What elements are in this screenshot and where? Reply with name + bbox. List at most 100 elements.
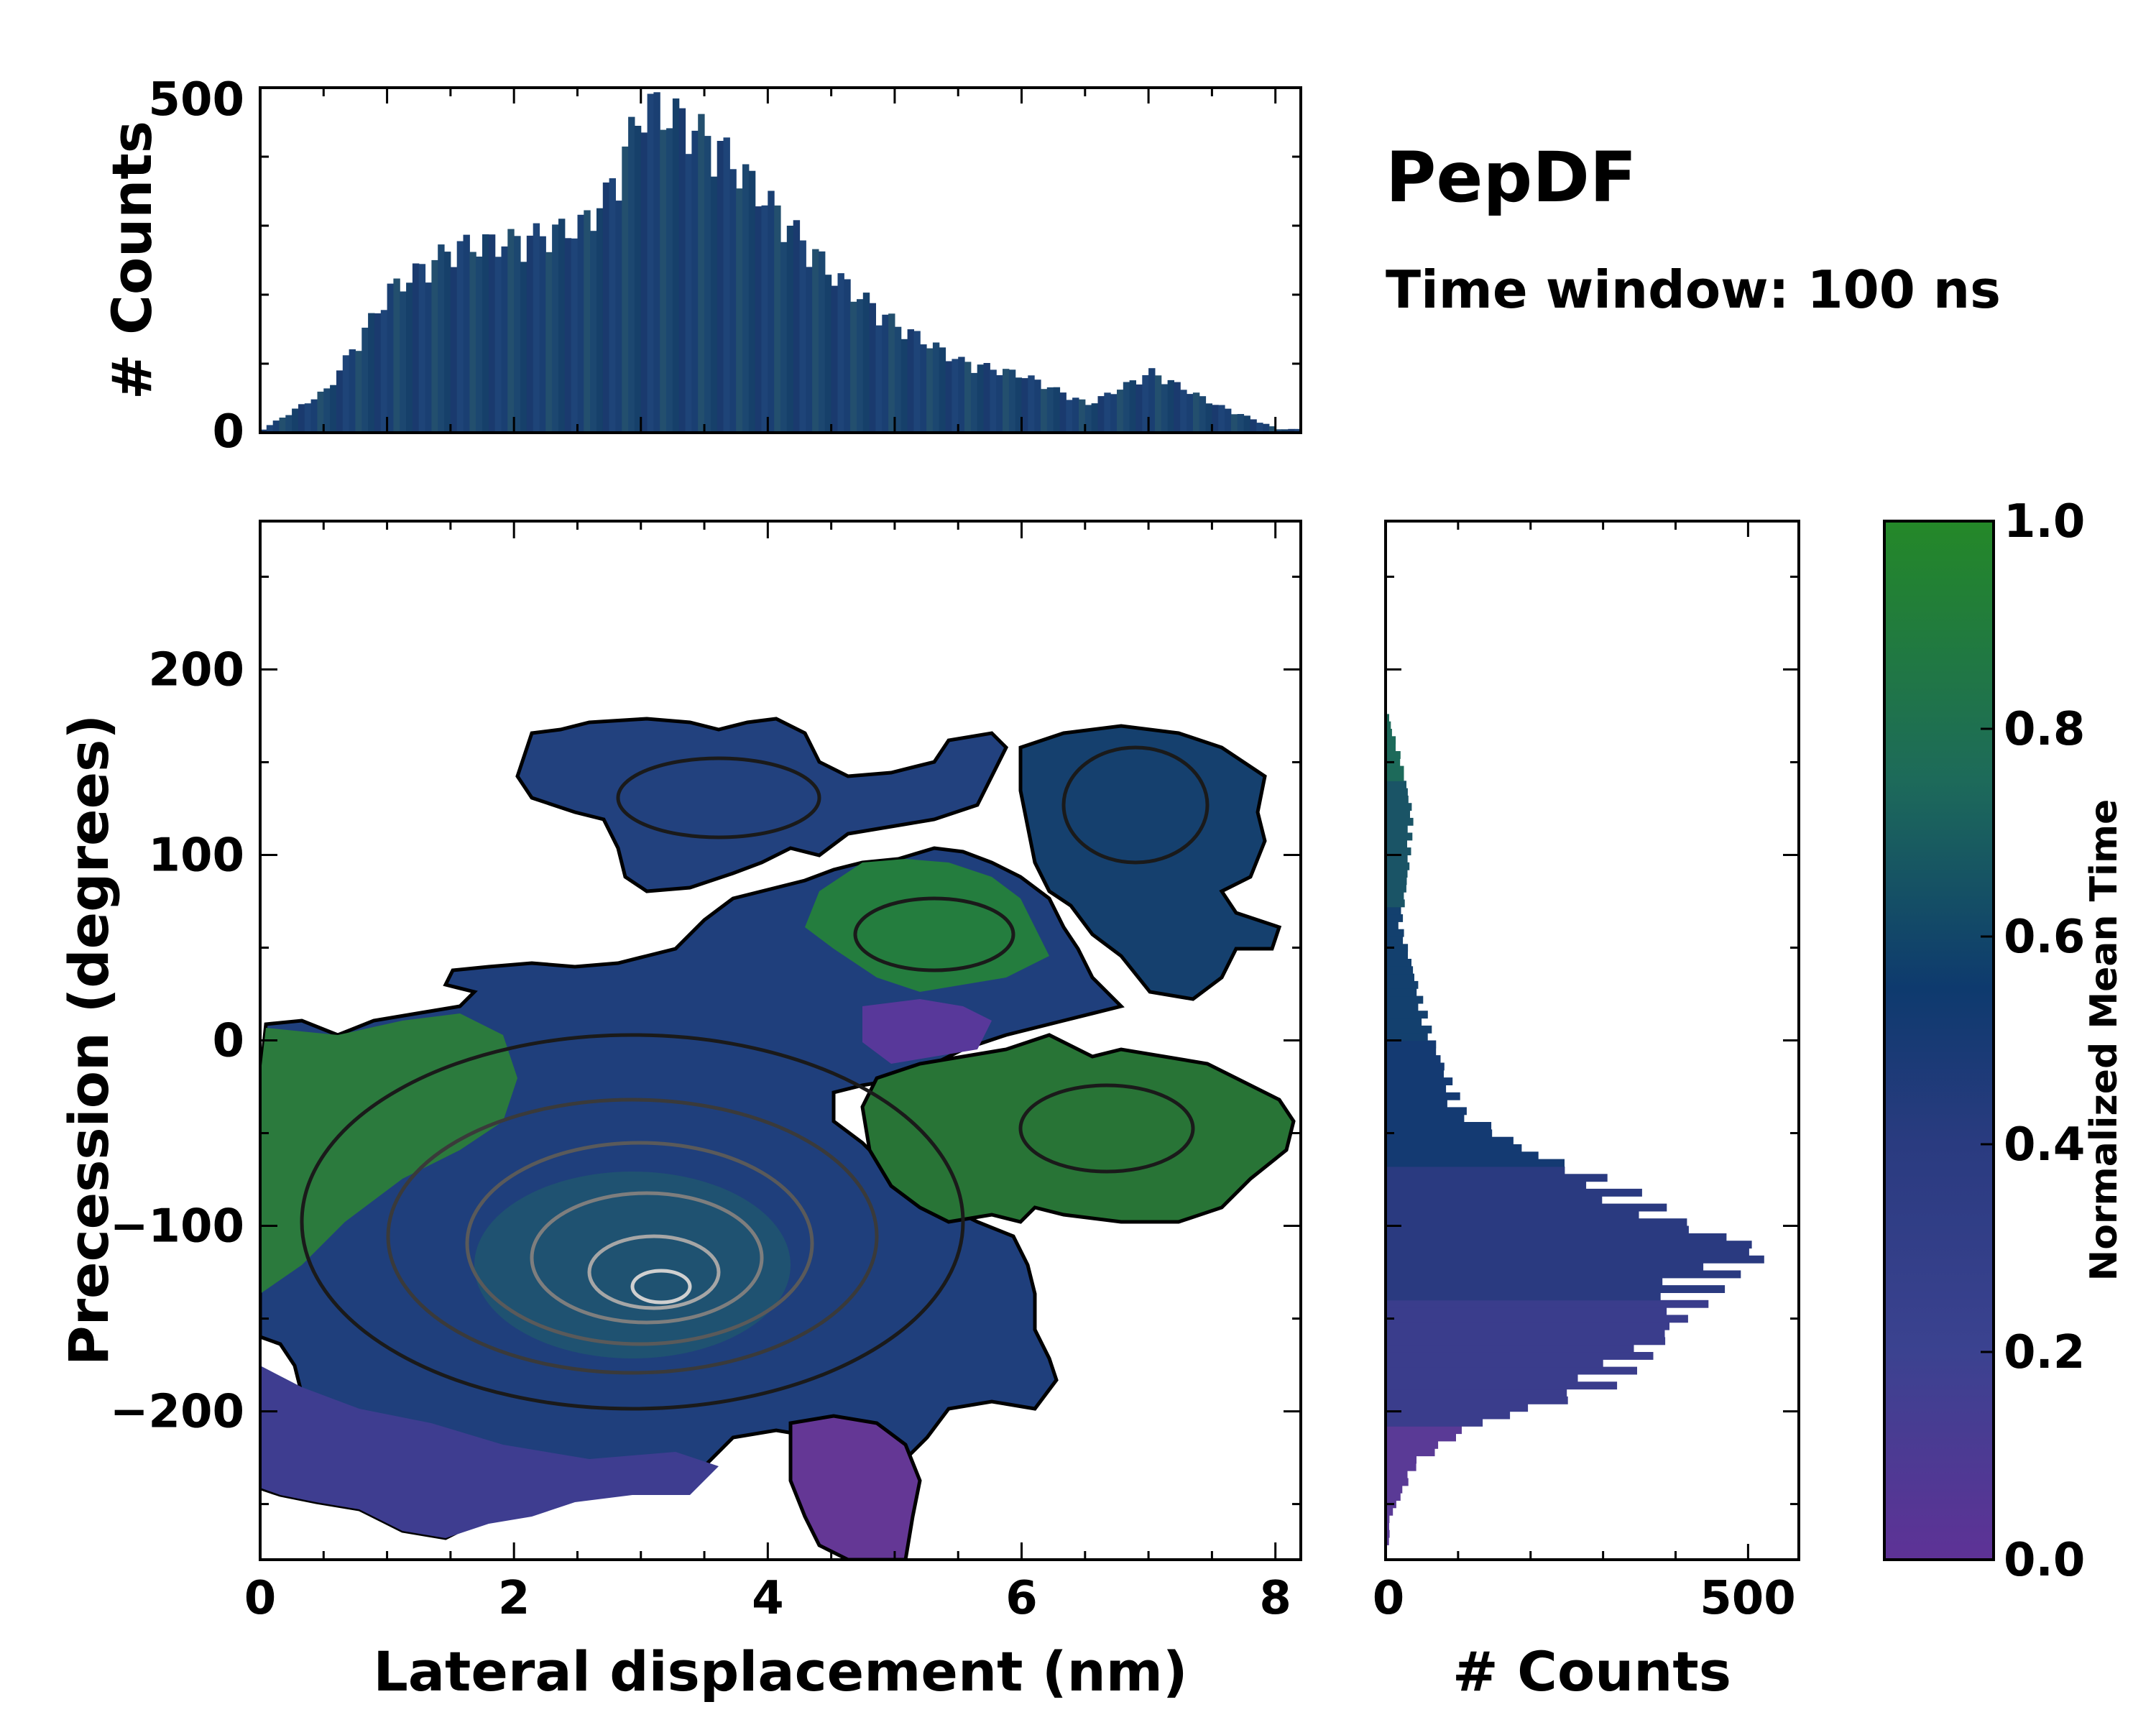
top-histogram-bar: [1129, 380, 1136, 433]
right-histogram-bar: [1386, 1047, 1437, 1056]
right-histogram-bar: [1386, 1255, 1764, 1264]
top-histogram-bar: [1066, 400, 1073, 433]
top-histogram-bar: [1041, 389, 1048, 433]
contour-level-2: [386, 1098, 879, 1375]
right-histogram-bar: [1386, 1085, 1447, 1093]
top-histogram-bar: [875, 325, 883, 433]
top-histogram-bar: [266, 425, 274, 433]
top-histogram-bar: [571, 238, 578, 433]
right-histogram-bar: [1386, 1396, 1568, 1404]
top-histogram-bar: [368, 313, 375, 433]
top-histogram-bar: [1161, 384, 1169, 433]
top-histogram-bar: [615, 201, 622, 433]
right-xtick-500: 500: [1700, 1572, 1796, 1625]
top-histogram-bar: [1294, 428, 1301, 433]
right-histogram-bar: [1386, 1167, 1565, 1174]
heatmap-ytick-label: 0: [212, 1015, 244, 1068]
right-histogram-bar: [1386, 1077, 1453, 1085]
top-histogram-bar: [857, 299, 864, 433]
colorbar: 0.0 0.2 0.4 0.6 0.8 1.0 Normalized Mean Time: [1883, 495, 2126, 1587]
top-histogram-bar: [1256, 423, 1263, 433]
right-histogram-bar: [1386, 743, 1396, 752]
top-histogram-bar: [355, 351, 362, 433]
right-histogram-bar: [1386, 1322, 1669, 1330]
top-histogram-bar: [425, 282, 432, 433]
right-histogram-bar: [1386, 870, 1408, 878]
top-histogram-bar: [1021, 378, 1028, 433]
heatmap-ytick-label: 100: [148, 829, 244, 882]
top-histogram-bar: [1059, 392, 1067, 433]
right-histogram-bar: [1386, 988, 1417, 997]
top-histogram-bar: [717, 141, 724, 433]
right-histogram-bar: [1386, 899, 1405, 908]
top-histogram-bar: [1199, 396, 1207, 433]
top-histogram-bar: [1053, 387, 1061, 433]
top-histogram-bar: [736, 188, 743, 433]
top-histogram-bar: [958, 356, 965, 433]
right-histogram-bar: [1386, 1433, 1456, 1442]
top-histogram-bar: [520, 262, 528, 433]
top-histogram-bar: [533, 223, 540, 433]
top-histogram-bar: [932, 342, 940, 433]
top-histogram-bar: [685, 154, 692, 433]
top-histogram-bar: [1218, 405, 1225, 433]
top-histogram-bar: [1003, 369, 1010, 433]
top-histogram-bar: [1288, 428, 1295, 433]
top-histogram-bar: [634, 126, 642, 433]
top-histogram-bar: [564, 238, 572, 433]
top-histogram-bar: [310, 399, 318, 433]
colorbar-tick-label: 0.0: [2004, 1534, 2085, 1587]
right-histogram-bar: [1386, 1330, 1665, 1338]
right-histogram-bar: [1386, 1241, 1752, 1249]
colorbar-tick-label: 0.2: [2004, 1326, 2085, 1379]
top-histogram-bar: [260, 429, 267, 433]
top-histogram-bar: [380, 310, 388, 433]
region-purple-patch: [862, 999, 992, 1064]
top-histogram-bar: [476, 257, 483, 433]
right-histogram-bar: [1386, 1440, 1439, 1449]
right-histogram-bar: [1386, 1018, 1422, 1026]
colorbar-ticks: 0.0 0.2 0.4 0.6 0.8 1.0: [1981, 495, 2085, 1587]
right-histogram-bar: [1386, 906, 1401, 915]
top-histogram-bar: [1148, 368, 1156, 433]
right-histogram-bar: [1386, 832, 1413, 841]
top-histogram-bar: [494, 257, 502, 433]
top-histogram-bar: [869, 303, 876, 433]
top-histogram-bar: [400, 291, 407, 433]
right-histogram-bar: [1386, 1277, 1663, 1286]
right-histogram-bar: [1386, 892, 1404, 900]
top-histogram-bar: [1084, 405, 1092, 433]
top-histogram-bar: [945, 361, 952, 433]
heatmap-xtick-label: 8: [1259, 1572, 1291, 1625]
heatmap-ytick-label: −200: [110, 1386, 244, 1439]
right-histogram-bar: [1386, 1507, 1393, 1516]
top-histogram-bar: [590, 231, 597, 433]
right-histogram-bar: [1386, 736, 1396, 745]
top-histogram-bar: [970, 372, 978, 433]
top-histogram-ticks: [259, 86, 1301, 434]
colorbar-gradient: [1883, 520, 1995, 1561]
top-histogram-bar: [888, 313, 895, 433]
top-histogram-bar: [729, 169, 737, 433]
top-histogram-bar: [882, 314, 889, 433]
right-histogram-bar: [1386, 765, 1404, 774]
heatmap-area: [260, 717, 1296, 1560]
top-histogram-bar: [780, 242, 788, 433]
top-histogram-bar: [837, 273, 844, 433]
right-histogram-bar: [1386, 1374, 1578, 1382]
top-histogram-bar: [539, 236, 546, 433]
main-heatmap: 0 2 4 6 8 −200 −100 0 100 200 Lateral displaceme…: [57, 520, 1302, 1703]
top-ytick-500: 500: [148, 73, 244, 126]
heatmap-xtick-label: 2: [498, 1572, 530, 1625]
right-histogram-bar: [1386, 1471, 1408, 1478]
right-histogram-bar: [1386, 1485, 1403, 1494]
top-histogram-bar: [298, 404, 305, 433]
region-lower-purple: [260, 1366, 719, 1538]
right-histogram-bar: [1386, 929, 1404, 937]
top-histogram-bar: [330, 385, 337, 433]
top-histogram-bar: [628, 116, 635, 433]
top-ytick-0: 0: [212, 405, 244, 459]
right-histogram-bar: [1386, 1129, 1493, 1138]
top-histogram-bar: [907, 329, 914, 433]
right-histogram-bar: [1386, 1522, 1389, 1531]
